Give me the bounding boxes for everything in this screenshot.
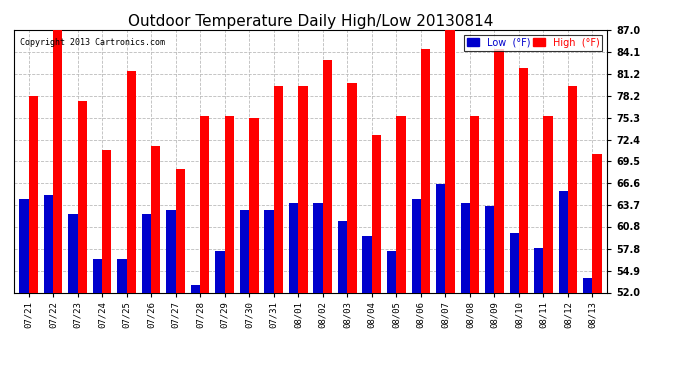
Bar [534,248,544,292]
Bar [396,116,406,292]
Bar [460,202,470,292]
Bar [485,206,495,292]
Bar [102,150,111,292]
Bar [495,49,504,292]
Bar [43,195,53,292]
Bar [225,116,234,292]
Bar [28,96,38,292]
Bar [264,210,274,292]
Bar [142,214,151,292]
Bar [77,101,87,292]
Bar [117,259,126,292]
Bar [313,202,323,292]
Bar [519,68,529,292]
Bar [436,184,445,292]
Bar [53,30,62,292]
Bar [19,199,28,292]
Bar [215,251,225,292]
Bar [445,30,455,292]
Bar [289,202,298,292]
Bar [200,116,210,292]
Bar [151,146,161,292]
Bar [92,259,102,292]
Text: Copyright 2013 Cartronics.com: Copyright 2013 Cartronics.com [20,38,165,47]
Bar [593,154,602,292]
Bar [249,118,259,292]
Bar [274,86,283,292]
Bar [298,86,308,292]
Bar [421,49,430,292]
Bar [510,232,519,292]
Bar [544,116,553,292]
Title: Outdoor Temperature Daily High/Low 20130814: Outdoor Temperature Daily High/Low 20130… [128,14,493,29]
Bar [176,169,185,292]
Bar [387,251,396,292]
Bar [191,285,200,292]
Bar [583,278,593,292]
Bar [240,210,249,292]
Bar [470,116,479,292]
Bar [68,214,77,292]
Bar [323,60,332,292]
Bar [362,236,372,292]
Bar [411,199,421,292]
Bar [338,221,347,292]
Bar [347,82,357,292]
Bar [126,71,136,292]
Bar [559,191,568,292]
Bar [166,210,176,292]
Bar [568,86,578,292]
Legend: Low  (°F), High  (°F): Low (°F), High (°F) [464,35,602,51]
Bar [372,135,381,292]
